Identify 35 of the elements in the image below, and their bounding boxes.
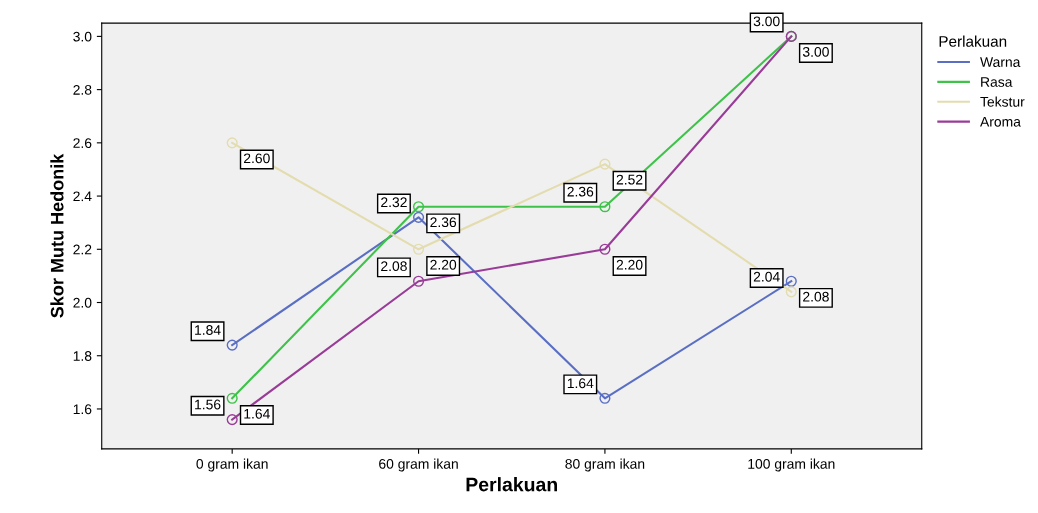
data-label: 2.20 bbox=[616, 259, 643, 270]
data-label: 2.20 bbox=[430, 259, 457, 270]
data-label: 2.36 bbox=[567, 186, 594, 197]
data-label: 1.56 bbox=[195, 399, 221, 410]
x-tick-label: 60 gram ikan bbox=[379, 458, 458, 472]
x-tick-label: 80 gram ikan bbox=[565, 458, 645, 472]
data-label: 2.52 bbox=[616, 174, 643, 185]
legend-label: Warna bbox=[980, 57, 1021, 67]
data-label: 2.32 bbox=[381, 197, 407, 208]
legend-title: Perlakuan bbox=[939, 35, 1007, 47]
y-axis-title: Skor Mutu Hedonik bbox=[50, 153, 64, 318]
legend-label: Aroma bbox=[980, 116, 1021, 127]
y-tick-label: 3.0 bbox=[73, 31, 92, 42]
y-tick-label: 2.6 bbox=[73, 138, 92, 149]
data-label: 2.60 bbox=[243, 153, 270, 164]
data-label: 2.04 bbox=[753, 271, 780, 282]
data-label: 2.08 bbox=[381, 261, 407, 272]
y-tick-label: 2.4 bbox=[73, 191, 92, 202]
y-tick-label: 1.8 bbox=[73, 351, 92, 361]
y-tick-label: 1.6 bbox=[73, 404, 92, 415]
y-tick-label: 2.2 bbox=[73, 244, 92, 255]
x-tick-label: 0 gram ikan bbox=[196, 458, 268, 472]
legend-label: Tekstur bbox=[980, 96, 1025, 107]
data-label: 3.00 bbox=[802, 46, 829, 57]
data-label: 1.84 bbox=[195, 325, 221, 335]
data-label: 1.64 bbox=[567, 378, 594, 389]
y-tick-label: 2.0 bbox=[73, 297, 92, 308]
legend-label: Rasa bbox=[981, 77, 1013, 87]
y-tick-label: 2.8 bbox=[73, 84, 92, 95]
data-label: 3.00 bbox=[753, 16, 780, 27]
x-axis-title: Perlakuan bbox=[466, 477, 558, 492]
x-tick-label: 100 gram ikan bbox=[748, 458, 835, 472]
data-label: 1.64 bbox=[244, 408, 270, 419]
data-label: 2.08 bbox=[803, 291, 829, 302]
data-label: 2.36 bbox=[430, 217, 457, 228]
